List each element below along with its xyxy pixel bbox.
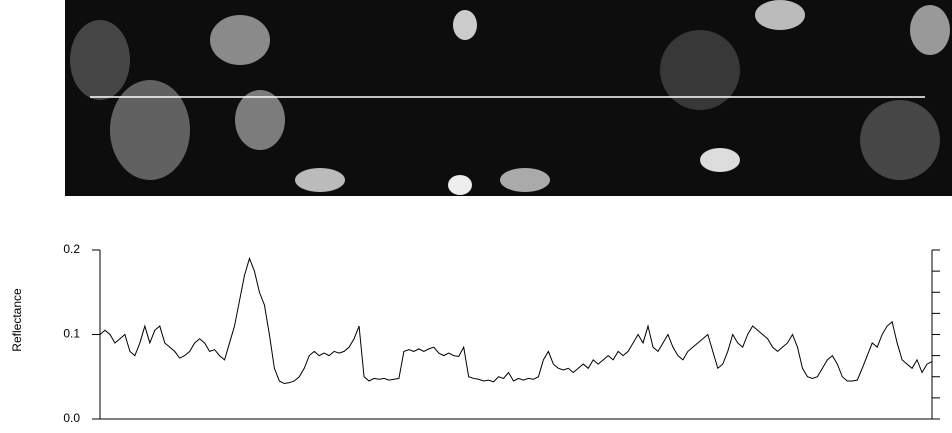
y-axis-label: Reflectance [10, 288, 24, 352]
chart: Reflectance 0.0 0.1 0.2 [0, 0, 952, 428]
satellite-image [65, 0, 952, 196]
reflectance-line [100, 258, 932, 383]
y-tick-label: 0.1 [63, 327, 80, 341]
y-tick-label: 0.2 [63, 242, 80, 256]
y-tick-label: 0.0 [63, 411, 80, 425]
